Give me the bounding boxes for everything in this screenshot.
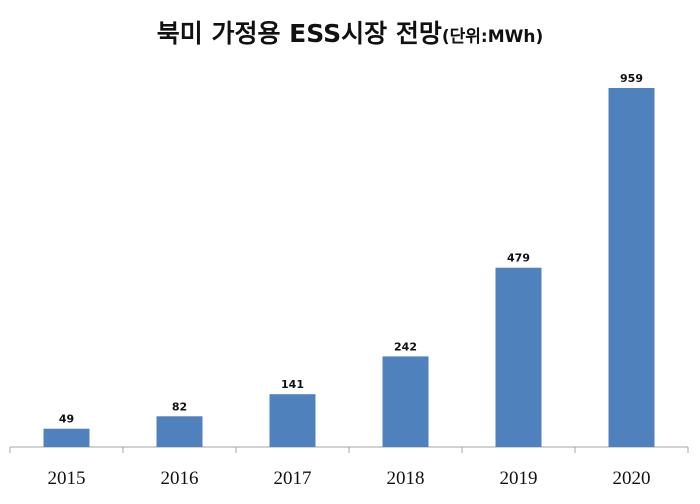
data-label-2018: 242 — [394, 340, 417, 353]
data-label-2020: 959 — [620, 72, 643, 85]
x-axis-tick-labels: 2015 2016 2017 2018 2019 2020 — [48, 468, 651, 489]
chart-title: 북미 가정용 ESS시장 전망(단위:MWh) — [0, 14, 700, 50]
x-tick-label-2017: 2017 — [274, 468, 312, 489]
chart-title-unit: (단위:MWh) — [441, 27, 544, 47]
data-label-2017: 141 — [281, 378, 304, 391]
x-tick-label-2016: 2016 — [161, 468, 199, 489]
data-label-2015: 49 — [59, 413, 74, 426]
bar-2016 — [156, 416, 203, 447]
data-label-2016: 82 — [172, 400, 187, 413]
x-tick-label-2020: 2020 — [613, 468, 651, 489]
x-axis-tick-marks — [9, 447, 689, 453]
bar-2018 — [382, 356, 429, 447]
x-tick-label-2019: 2019 — [500, 468, 538, 489]
x-tick-label-2018: 2018 — [387, 468, 425, 489]
x-tick-label-2015: 2015 — [48, 468, 86, 489]
data-labels: 49 82 141 242 479 959 — [59, 72, 643, 426]
bar-2017 — [269, 394, 316, 447]
chart-title-text: 북미 가정용 ESS시장 전망 — [156, 19, 442, 48]
bar-series — [43, 88, 655, 447]
bar-2020 — [608, 88, 655, 447]
bar-2019 — [495, 267, 542, 447]
data-label-2019: 479 — [507, 252, 530, 265]
bar-2015 — [43, 428, 90, 447]
